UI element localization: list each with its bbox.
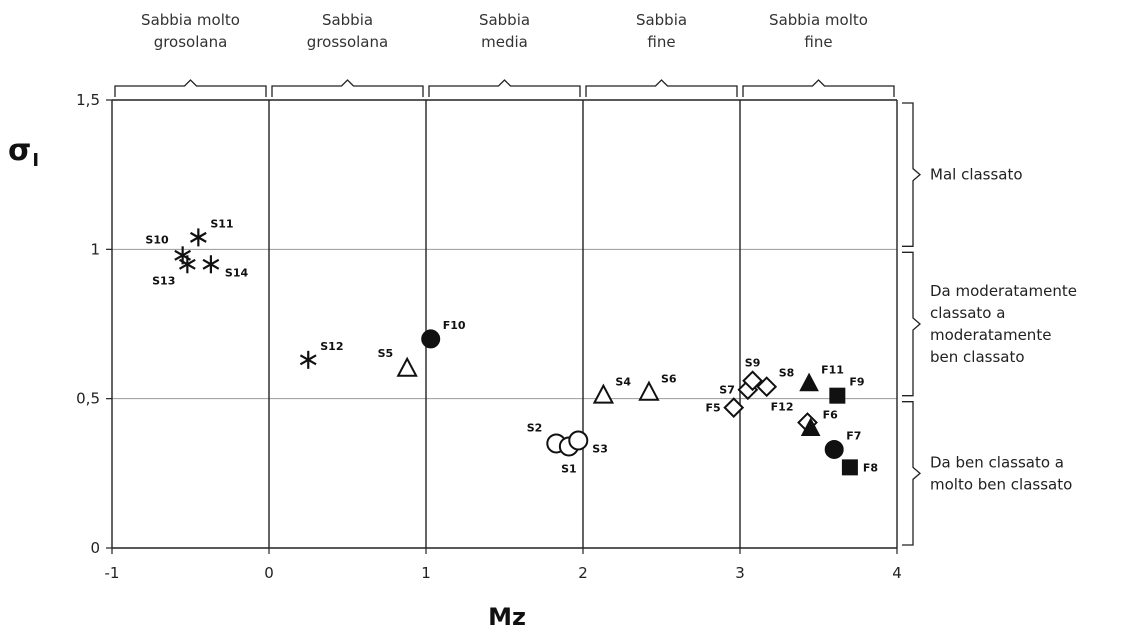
y-tick-label: 1,5	[76, 91, 100, 109]
point-label-S2: S2	[527, 421, 543, 434]
asterisk-stroke	[178, 258, 196, 270]
sorting-class-label: moderatamente	[930, 326, 1051, 344]
point-label-S3: S3	[592, 442, 608, 455]
point-label-F8: F8	[863, 461, 878, 474]
point-label-F10: F10	[443, 319, 466, 332]
y-axis-title-subscript: I	[32, 150, 39, 171]
x-axis-title: Mz	[488, 603, 526, 630]
point-label-S8: S8	[779, 367, 795, 380]
sorting-class-label: molto ben classato	[930, 475, 1072, 493]
sorting-class-label: Da moderatamente	[930, 282, 1077, 300]
point-S6	[638, 380, 660, 401]
sorting-class-label: Da ben classato a	[930, 453, 1064, 471]
grain-size-class-label: grossolana	[307, 33, 388, 51]
x-tick-label: 4	[892, 564, 902, 582]
grain-size-class-label: Sabbia molto	[141, 11, 240, 29]
point-S4	[592, 383, 615, 404]
point-label-S14: S14	[225, 266, 249, 279]
grain-size-bracket	[585, 79, 738, 97]
point-label-F11: F11	[821, 364, 844, 377]
point-F9	[829, 387, 846, 404]
grain-size-bracket	[271, 79, 424, 97]
grain-size-class-label: grosolana	[154, 33, 228, 51]
asterisk-stroke	[189, 231, 207, 243]
point-label-S5: S5	[378, 347, 394, 360]
grain-size-class-label: Sabbia	[322, 11, 373, 29]
point-label-S1: S1	[561, 462, 577, 475]
point-F5	[723, 397, 745, 419]
point-S14	[202, 255, 220, 274]
grain-size-bracket	[428, 79, 581, 97]
point-S8	[756, 376, 778, 398]
point-S9	[742, 370, 763, 392]
point-label-F5: F5	[706, 402, 721, 415]
point-label-S7: S7	[719, 384, 735, 397]
sorting-class-bracket	[902, 102, 921, 247]
point-F11	[799, 372, 819, 392]
point-F7	[824, 439, 844, 459]
point-F8	[841, 459, 858, 476]
point-label-S13: S13	[152, 274, 175, 287]
grain-size-class-label: fine	[647, 33, 675, 51]
class-brackets: Sabbia molto grosolana Sabbia grossolana Sab…	[114, 11, 1077, 546]
point-S12	[299, 350, 317, 369]
point-label-S4: S4	[615, 376, 631, 389]
x-tick-label: 0	[264, 564, 274, 582]
sorting-class-bracket	[902, 401, 921, 546]
sorting-class-label: ben classato	[930, 348, 1025, 366]
grain-size-class-label: Sabbia	[636, 11, 687, 29]
point-label-F7: F7	[846, 429, 861, 442]
point-S13	[178, 255, 196, 274]
point-label-F12: F12	[771, 401, 794, 414]
grain-size-class-label: fine	[804, 33, 832, 51]
grain-size-bracket	[114, 79, 267, 97]
x-tick-label: -1	[105, 564, 120, 582]
data-points	[174, 228, 858, 476]
grain-size-class-label: media	[481, 33, 528, 51]
sorting-class-label: Mal classato	[930, 166, 1023, 184]
sorting-class-bracket	[902, 251, 921, 397]
point-S3	[568, 430, 589, 451]
asterisk-stroke	[299, 354, 317, 366]
x-tick-label: 1	[421, 564, 431, 582]
point-F10	[421, 329, 441, 349]
grid-layer	[112, 99, 897, 548]
point-label-S10: S10	[145, 233, 169, 246]
grain-size-class-label: Sabbia molto	[769, 11, 868, 29]
grain-size-bracket	[742, 79, 895, 97]
point-label-F9: F9	[849, 376, 864, 389]
point-label-F6: F6	[823, 409, 839, 422]
sorting-class-label: classato a	[930, 304, 1005, 322]
axes: -1 0 1 2 3 4 0 0,5 1 1,5	[76, 91, 902, 582]
y-tick-label: 0,5	[76, 390, 100, 408]
point-label-S9: S9	[745, 357, 761, 370]
x-tick-label: 2	[578, 564, 588, 582]
asterisk-stroke	[202, 258, 220, 270]
x-tick-label: 3	[735, 564, 745, 582]
point-F6	[800, 417, 821, 437]
y-tick-label: 0	[90, 539, 100, 557]
y-axis-title: σI	[8, 133, 39, 171]
point-S5	[396, 356, 418, 377]
point-S11	[189, 228, 207, 247]
point-label-S11: S11	[210, 217, 233, 230]
y-tick-label: 1	[90, 240, 100, 258]
point-labels: S10 S11 S13 S14 S12 S5 F10 S2 S1 S3 S4 S6 F5 S7 S9 S8 F1…	[145, 217, 878, 475]
grain-size-class-label: Sabbia	[479, 11, 530, 29]
point-label-S12: S12	[320, 340, 343, 353]
point-label-S6: S6	[661, 373, 677, 386]
